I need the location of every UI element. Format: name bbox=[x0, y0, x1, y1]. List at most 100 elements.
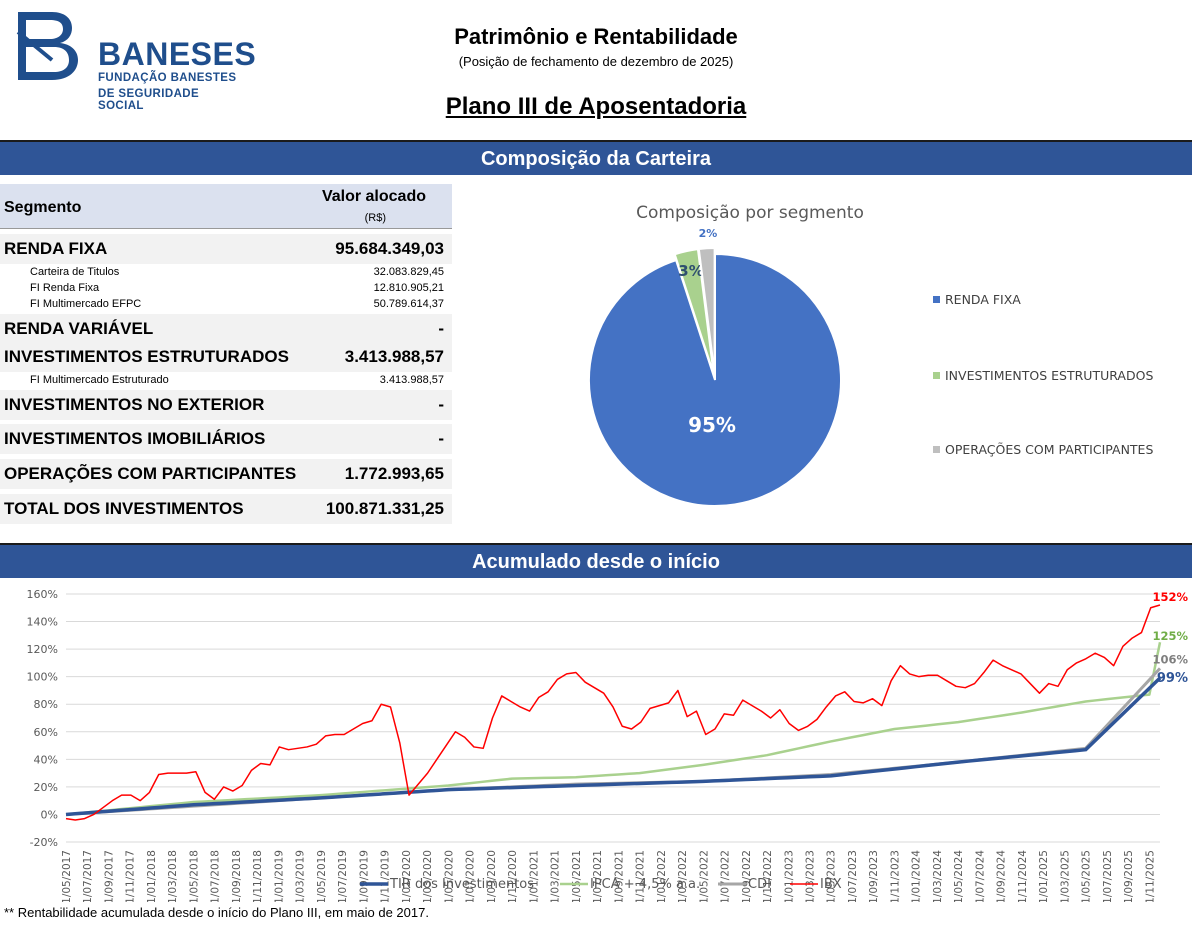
legend-swatch bbox=[933, 446, 940, 453]
x-tick-label: 01/09/2023 bbox=[868, 850, 880, 902]
x-tick-label: 01/07/2025 bbox=[1102, 850, 1114, 902]
row-value: 50.789.614,37 bbox=[373, 298, 444, 310]
x-tick-label: 01/09/2024 bbox=[996, 850, 1008, 902]
legend-swatch bbox=[933, 296, 940, 303]
x-tick-label: 01/09/2017 bbox=[103, 850, 115, 902]
pie-data-label: 95% bbox=[688, 413, 736, 437]
col-value-header: Valor alocado bbox=[321, 188, 426, 205]
x-tick-label: 01/01/2021 bbox=[528, 850, 540, 902]
y-tick-label: 20% bbox=[34, 781, 58, 794]
pie-data-label: 3% bbox=[678, 262, 703, 280]
x-tick-label: 01/01/2024 bbox=[911, 850, 923, 902]
y-tick-label: 0% bbox=[41, 808, 58, 821]
logo-line1: FUNDAÇÃO BANESTES bbox=[98, 72, 237, 84]
y-tick-label: -20% bbox=[30, 836, 58, 849]
series-line-3 bbox=[65, 604, 1161, 821]
row-value: 12.810.905,21 bbox=[373, 282, 444, 294]
x-tick-label: 01/03/2025 bbox=[1059, 850, 1071, 902]
logo-name: BANESES bbox=[98, 36, 257, 72]
x-tick-label: 01/09/2025 bbox=[1123, 850, 1135, 902]
row-value: - bbox=[438, 319, 444, 338]
x-tick-label: 01/01/2025 bbox=[1038, 850, 1050, 902]
x-tick-label: 01/11/2024 bbox=[1017, 850, 1029, 902]
series-line-2 bbox=[65, 667, 1162, 816]
x-tick-label: 01/11/2022 bbox=[762, 850, 774, 902]
x-tick-label: 01/07/2018 bbox=[210, 850, 222, 902]
x-tick-label: 01/11/2023 bbox=[889, 850, 901, 902]
pie-slice-3 bbox=[697, 247, 716, 375]
x-tick-label: 01/05/2025 bbox=[1081, 850, 1093, 902]
x-tick-label: 01/01/2019 bbox=[273, 850, 285, 902]
row-label: RENDA VARIÁVEL bbox=[4, 319, 154, 338]
x-tick-label: 01/05/2024 bbox=[953, 850, 965, 902]
logo-line2: DE SEGURIDADE SOCIAL bbox=[98, 88, 200, 112]
table-row: Carteira de Titulos 32.083.829,45 bbox=[0, 264, 452, 281]
x-tick-label: 01/07/2021 bbox=[592, 850, 604, 902]
x-tick-label: 01/03/2022 bbox=[677, 850, 689, 902]
x-tick-label: 01/03/2018 bbox=[167, 850, 179, 902]
x-tick-label: 01/09/2020 bbox=[486, 850, 498, 902]
x-tick-label: 01/05/2018 bbox=[188, 850, 200, 902]
x-tick-label: 01/05/2022 bbox=[698, 850, 710, 902]
y-tick-label: 100% bbox=[27, 671, 58, 684]
row-value: - bbox=[438, 395, 444, 414]
y-tick-label: 160% bbox=[27, 588, 58, 601]
x-tick-label: 01/03/2024 bbox=[932, 850, 944, 902]
legend-item: OPERAÇÕES COM PARTICIPANTES bbox=[945, 442, 1153, 457]
legend-item: RENDA FIXA bbox=[945, 292, 1021, 307]
col-segment-header: Segmento bbox=[4, 199, 82, 216]
row-label: Carteira de Titulos bbox=[30, 266, 120, 278]
row-label: INVESTIMENTOS NO EXTERIOR bbox=[4, 395, 265, 414]
legend-swatch bbox=[933, 372, 940, 379]
table-row: OPERAÇÕES COM PARTICIPANTES 1.772.993,65 bbox=[0, 459, 452, 489]
x-tick-label: 01/03/2021 bbox=[550, 850, 562, 902]
y-tick-label: 60% bbox=[34, 726, 58, 739]
x-tick-label: 01/03/2020 bbox=[422, 850, 434, 902]
row-label: FI Multimercado Estruturado bbox=[30, 374, 169, 386]
line-chart: -20% 0% 20% 40% 60% 80% 100% 120% 140% 160% 01/05/… bbox=[27, 588, 1189, 902]
x-tick-label: 01/07/2020 bbox=[465, 850, 477, 902]
x-tick-label: 01/03/2023 bbox=[804, 850, 816, 902]
footnote: ** Rentabilidade acumulada desde o iníci… bbox=[4, 905, 429, 920]
legend-item: TIR dos Investimentos bbox=[389, 877, 534, 892]
logo-mark-icon bbox=[16, 12, 78, 80]
x-tick-label: 01/07/2022 bbox=[720, 850, 732, 902]
row-value: 100.871.331,25 bbox=[325, 499, 444, 518]
row-value: 3.413.988,57 bbox=[344, 347, 444, 366]
series-end-label: 152% bbox=[1152, 590, 1188, 604]
x-tick-label: 01/11/2018 bbox=[252, 850, 264, 902]
x-tick-label: 01/05/2020 bbox=[443, 850, 455, 902]
section-composicao-bar: Composição da Carteira bbox=[0, 140, 1192, 175]
x-tick-label: 01/05/2023 bbox=[826, 850, 838, 902]
plan-title: Plano III de Aposentadoria bbox=[445, 93, 747, 120]
legend-item: INVESTIMENTOS ESTRUTURADOS bbox=[945, 368, 1153, 383]
x-tick-label: 01/11/2017 bbox=[125, 850, 137, 902]
row-label: OPERAÇÕES COM PARTICIPANTES bbox=[4, 464, 297, 483]
x-tick-label: 01/07/2017 bbox=[82, 850, 94, 902]
x-tick-label: 01/11/2020 bbox=[507, 850, 519, 902]
x-tick-label: 01/03/2019 bbox=[295, 850, 307, 902]
table-row: INVESTIMENTOS NO EXTERIOR - bbox=[0, 390, 452, 420]
table-row: FI Multimercado EFPC 50.789.614,37 bbox=[0, 296, 452, 313]
table-header: Segmento Valor alocado (R$) bbox=[0, 184, 452, 229]
x-tick-label: 01/09/2022 bbox=[741, 850, 753, 902]
row-value: - bbox=[438, 429, 444, 448]
table-row: FI Multimercado Estruturado 3.413.988,57 bbox=[0, 372, 452, 389]
pie-title: Composição por segmento bbox=[636, 203, 864, 223]
table-row: RENDA FIXA 95.684.349,03 bbox=[0, 234, 452, 264]
x-tick-label: 01/05/2021 bbox=[571, 850, 583, 902]
x-tick-label: 01/09/2019 bbox=[358, 850, 370, 902]
y-tick-label: 140% bbox=[27, 616, 58, 629]
row-value: 1.772.993,65 bbox=[344, 464, 444, 483]
series-end-label: 106% bbox=[1152, 652, 1188, 666]
row-label: FI Multimercado EFPC bbox=[30, 298, 142, 310]
baneses-logo: BANESES FUNDAÇÃO BANESTES DE SEGURIDADE … bbox=[12, 8, 256, 112]
table-row: INVESTIMENTOS IMOBILIÁRIOS - bbox=[0, 424, 452, 454]
row-value: 3.413.988,57 bbox=[379, 374, 444, 386]
x-tick-label: 01/07/2023 bbox=[847, 850, 859, 902]
x-tick-label: 01/05/2019 bbox=[316, 850, 328, 902]
table-row: INVESTIMENTOS ESTRUTURADOS 3.413.988,57 bbox=[0, 342, 452, 372]
series-line-0 bbox=[65, 676, 1162, 817]
page-subtitle: (Posição de fechamento de dezembro de 20… bbox=[458, 54, 734, 69]
y-tick-label: 40% bbox=[34, 753, 58, 766]
